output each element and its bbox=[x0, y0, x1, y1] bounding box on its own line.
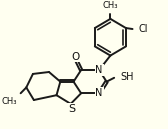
Text: SH: SH bbox=[121, 72, 134, 82]
Text: Cl: Cl bbox=[138, 24, 148, 34]
Text: S: S bbox=[68, 104, 75, 114]
Text: N: N bbox=[95, 65, 103, 75]
Text: N: N bbox=[95, 88, 103, 98]
Text: CH₃: CH₃ bbox=[1, 97, 17, 106]
Text: CH₃: CH₃ bbox=[103, 1, 118, 10]
Text: O: O bbox=[71, 52, 80, 62]
